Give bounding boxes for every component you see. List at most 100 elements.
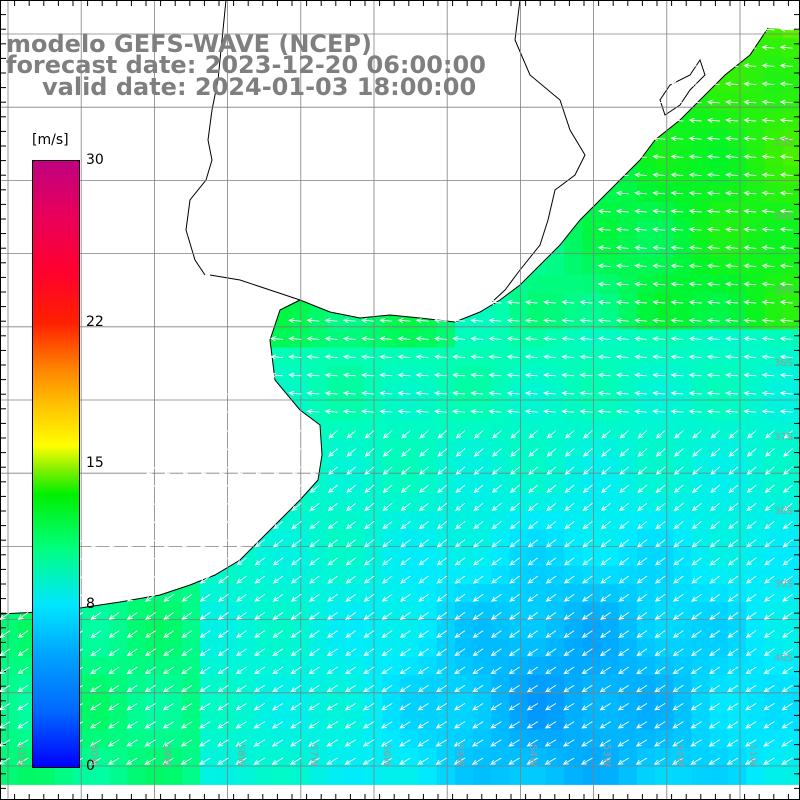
wind-cell [691, 183, 711, 203]
wind-cell [236, 711, 256, 731]
wind-arrow [381, 630, 393, 638]
wind-arrow [761, 408, 775, 415]
wind-arrow [761, 135, 775, 142]
wind-cell [709, 329, 729, 349]
wind-arrow [615, 245, 629, 251]
wind-arrow [290, 684, 302, 693]
wind-arrow [271, 721, 284, 729]
wind-arrow [473, 448, 484, 457]
wind-arrow [200, 521, 211, 530]
wind-arrow [127, 575, 138, 584]
wind-arrow [728, 466, 739, 475]
wind-arrow [652, 135, 666, 142]
wind-cell [491, 711, 511, 731]
wind-cell [182, 729, 201, 749]
wind-arrow [708, 703, 721, 711]
wind-cell [546, 256, 565, 276]
wind-cell [182, 693, 201, 713]
wind-arrow [363, 557, 375, 566]
wind-cell [691, 602, 711, 622]
wind-cell [436, 620, 456, 640]
wind-arrow [235, 721, 247, 729]
wind-arrow [725, 336, 739, 342]
wind-cell [509, 566, 529, 585]
wind-arrow [290, 666, 302, 675]
wind-arrow [743, 390, 757, 396]
wind-cell [254, 693, 274, 713]
wind-arrow [436, 648, 448, 657]
wind-arrow [692, 466, 702, 475]
wind-cell [436, 766, 456, 785]
wind-cell [436, 566, 456, 585]
wind-cell [163, 766, 183, 785]
wind-cell [673, 274, 693, 294]
wind-arrow [490, 593, 502, 602]
wind-arrow [579, 336, 593, 342]
wind-arrow [706, 81, 720, 87]
wind-cell [163, 620, 183, 640]
wind-arrow [342, 408, 356, 415]
wind-cell [746, 620, 765, 640]
wind-arrow [779, 99, 793, 105]
wind-arrow [579, 299, 593, 305]
wind-arrow [619, 448, 630, 457]
wind-arrow [706, 44, 720, 51]
wind-cell [691, 165, 711, 185]
wind-arrow [146, 466, 156, 475]
wind-cell [600, 365, 620, 385]
wind-cell [582, 766, 602, 785]
wind-arrow [308, 721, 320, 729]
wind-arrow [673, 484, 684, 494]
wind-cell [327, 602, 347, 622]
wind-arrow [362, 703, 375, 711]
wind-arrow [727, 684, 739, 693]
wind-cell [728, 693, 747, 713]
wind-arrow [506, 354, 520, 360]
wind-cell [473, 311, 492, 330]
wind-cell [764, 220, 784, 239]
wind-arrow [655, 521, 666, 530]
wind-arrow [746, 448, 757, 457]
wind-arrow [273, 466, 284, 475]
wind-cell [400, 675, 420, 694]
wind-cell [527, 365, 547, 385]
wind-cell [400, 602, 420, 622]
wind-arrow [545, 684, 557, 693]
wind-arrow [418, 557, 429, 566]
wind-cell [364, 729, 383, 749]
wind-arrow [235, 648, 247, 657]
wind-arrow [691, 502, 702, 512]
wind-cell [509, 293, 529, 312]
wind-cell [418, 584, 438, 603]
wind-arrow [618, 575, 630, 584]
wind-arrow [399, 648, 411, 657]
wind-arrow [127, 539, 138, 548]
wind-arrow [727, 630, 739, 638]
wind-arrow [636, 593, 648, 602]
wind-arrow [709, 502, 721, 512]
wind-cell [418, 347, 438, 367]
wind-cell [746, 311, 765, 330]
wind-arrow [743, 135, 757, 142]
wind-cell [236, 748, 256, 767]
wind-arrow [270, 336, 284, 342]
wind-cell [127, 766, 147, 785]
lat-label: 38S [774, 506, 794, 517]
wind-arrow [308, 666, 320, 675]
wind-arrow [761, 26, 775, 32]
wind-cell [564, 584, 583, 603]
wind-arrow [308, 684, 320, 693]
valid-date: valid date: 2024-01-03 18:00:00 [42, 73, 477, 101]
wind-arrow [637, 466, 648, 475]
wind-cell [127, 675, 147, 694]
wind-arrow [725, 135, 739, 142]
wind-arrow [706, 299, 720, 305]
wind-arrow [670, 354, 684, 360]
wind-cell [600, 238, 620, 258]
wind-arrow [454, 612, 466, 620]
wind-arrow [688, 372, 702, 378]
wind-cell [236, 620, 256, 640]
wind-arrow [691, 557, 702, 566]
wind-arrow [251, 354, 265, 360]
wind-cell [673, 329, 693, 349]
